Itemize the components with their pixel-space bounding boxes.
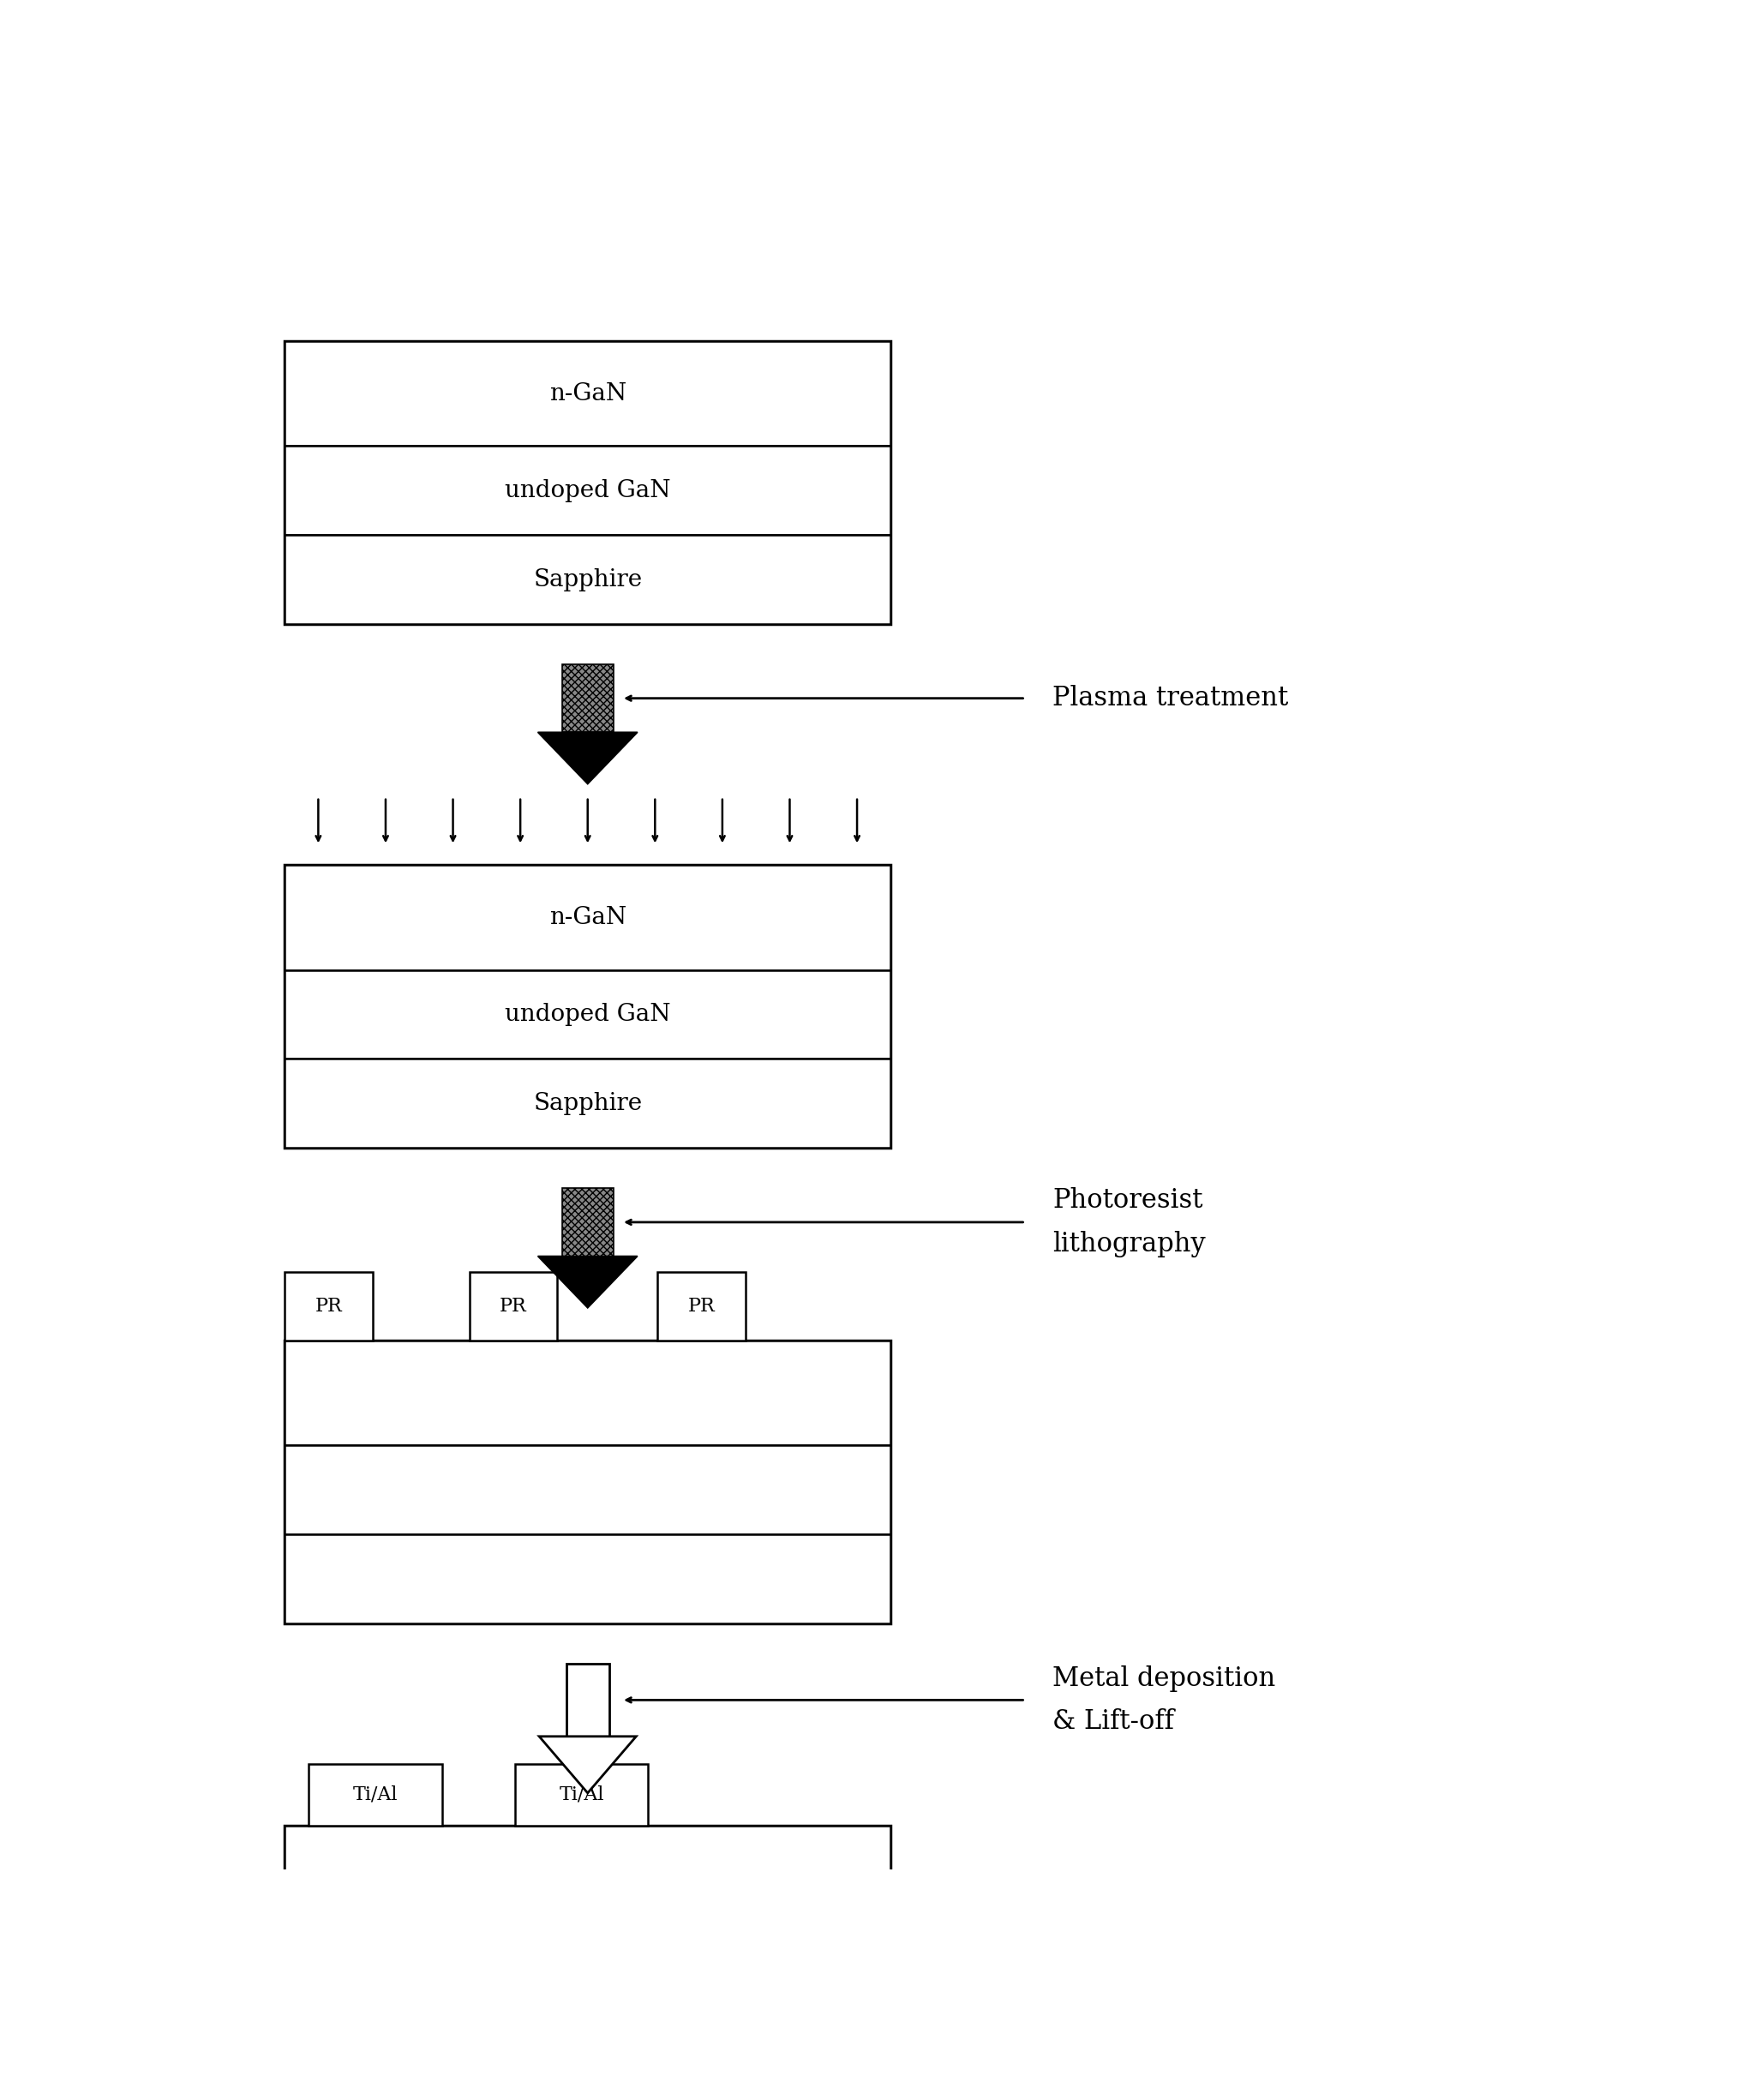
Bar — [309, 1764, 441, 1825]
Polygon shape — [537, 1256, 638, 1308]
Polygon shape — [539, 1737, 636, 1793]
Polygon shape — [537, 733, 638, 783]
Bar — [285, 865, 890, 1149]
Bar — [285, 536, 890, 624]
Text: Plasma treatment: Plasma treatment — [1053, 685, 1288, 712]
Text: n-GaN: n-GaN — [549, 382, 626, 405]
Bar — [285, 1058, 890, 1149]
Text: PR: PR — [501, 1298, 527, 1317]
Text: n-GaN: n-GaN — [549, 905, 626, 928]
Bar — [285, 1930, 890, 2020]
Bar — [285, 1825, 890, 2100]
Bar — [657, 1273, 746, 1340]
Text: PR: PR — [315, 1298, 342, 1317]
Text: undoped GaN: undoped GaN — [504, 479, 671, 502]
Bar — [514, 1764, 648, 1825]
Bar — [285, 865, 890, 970]
Bar — [285, 2020, 890, 2100]
Bar — [285, 1340, 890, 1445]
Bar — [285, 340, 890, 445]
Bar — [567, 1663, 610, 1737]
Bar — [285, 1340, 890, 1623]
Text: Ti/Al: Ti/Al — [560, 1785, 605, 1804]
Text: Sapphire: Sapphire — [534, 567, 641, 590]
Bar — [285, 1535, 890, 1623]
Bar — [469, 1273, 558, 1340]
Text: Sapphire: Sapphire — [534, 1092, 641, 1115]
Text: undoped GaN: undoped GaN — [504, 1004, 671, 1027]
Bar — [561, 664, 614, 733]
Text: PR: PR — [688, 1298, 714, 1317]
Bar — [285, 340, 890, 624]
Bar — [285, 1273, 372, 1340]
Bar — [285, 1825, 890, 1930]
Text: Photoresist
lithography: Photoresist lithography — [1053, 1186, 1206, 1258]
Text: Ti/Al: Ti/Al — [353, 1785, 398, 1804]
Bar — [285, 445, 890, 536]
Bar — [285, 1445, 890, 1535]
Bar — [561, 1189, 614, 1256]
Bar — [285, 970, 890, 1058]
Text: Metal deposition
& Lift-off: Metal deposition & Lift-off — [1053, 1665, 1276, 1735]
